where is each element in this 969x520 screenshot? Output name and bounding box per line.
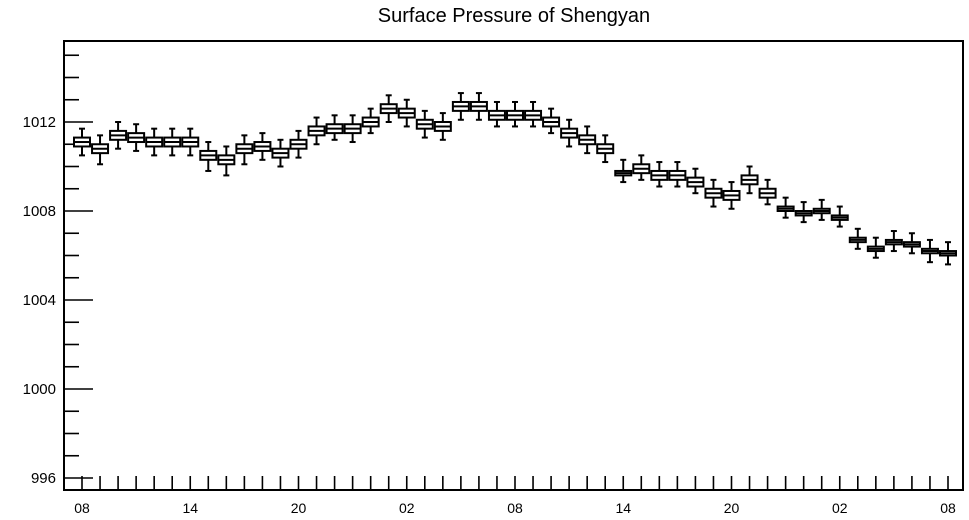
box-plot	[596, 134, 615, 164]
x-tick-label: 08	[940, 500, 956, 516]
box-plot	[524, 100, 543, 128]
box-plot	[343, 114, 362, 144]
box-plot	[650, 161, 669, 188]
box-plot	[686, 167, 705, 195]
chart-title: Surface Pressure of Shengyan	[378, 5, 650, 27]
x-tick-label: 20	[291, 500, 307, 516]
box-plot	[397, 98, 416, 128]
x-axis: 08 14 20 02 08 14 20 02 08	[74, 476, 956, 516]
box-plot	[632, 154, 651, 181]
box-plot	[127, 123, 146, 152]
x-tick-label: 02	[399, 500, 415, 516]
box-plot	[848, 227, 867, 250]
y-axis: 996 1000 1004 1008 1012	[23, 54, 93, 487]
box-plot	[379, 94, 398, 123]
x-tick-label: 20	[724, 500, 740, 516]
box-plot	[578, 125, 597, 155]
box-plot	[812, 198, 831, 221]
y-tick-label: 996	[31, 470, 56, 487]
y-tick-label: 1008	[23, 203, 56, 220]
box-plot	[506, 100, 524, 128]
x-tick-label: 02	[832, 500, 848, 516]
box-plot	[758, 178, 777, 206]
box-plot	[235, 134, 254, 166]
box-plot	[830, 205, 849, 228]
box-plot	[181, 127, 200, 157]
x-tick-label: 14	[615, 500, 631, 516]
box-series	[73, 92, 957, 266]
box-plot	[704, 178, 723, 208]
y-tick-label: 1004	[23, 292, 56, 309]
box-plot	[560, 118, 579, 148]
box-plot	[487, 100, 506, 128]
box-plot	[73, 127, 91, 157]
box-plot	[542, 107, 561, 135]
box-plot	[902, 232, 921, 255]
y-tick-label: 1000	[23, 381, 56, 398]
box-plot	[920, 238, 939, 264]
box-plot	[217, 145, 236, 177]
box-plot	[614, 158, 633, 184]
box-plot	[253, 132, 272, 161]
y-tick-label: 1012	[23, 114, 56, 131]
box-plot	[776, 196, 795, 219]
x-tick-label: 08	[74, 500, 90, 516]
box-plot	[866, 236, 885, 259]
box-plot	[163, 127, 182, 157]
box-plot	[433, 112, 452, 141]
box-plot	[109, 121, 128, 150]
box-plot	[289, 129, 308, 159]
box-plot	[668, 161, 687, 188]
box-plot	[199, 141, 218, 172]
box-plot	[271, 138, 290, 168]
box-plot	[307, 116, 326, 146]
x-tick-label: 08	[507, 500, 523, 516]
box-plot	[415, 109, 434, 139]
box-plot	[325, 114, 344, 141]
box-plot	[722, 181, 741, 210]
box-plot	[469, 92, 488, 121]
box-plot	[740, 165, 759, 195]
box-plot	[451, 92, 470, 121]
plot-frame	[63, 40, 964, 491]
x-tick-label: 14	[182, 500, 198, 516]
box-plot	[91, 134, 110, 166]
box-plot	[939, 241, 957, 266]
box-plot	[361, 107, 380, 135]
box-plot	[145, 127, 164, 157]
box-plot	[884, 230, 903, 253]
box-plot	[794, 201, 813, 224]
